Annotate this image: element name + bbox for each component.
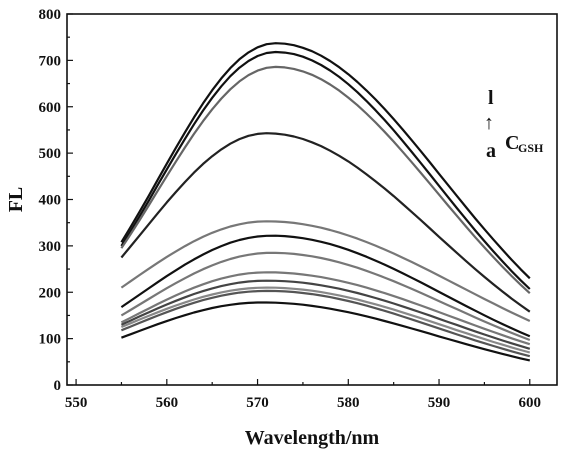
y-tick-label: 700 — [39, 53, 62, 69]
annotation-top-letter: l — [488, 87, 494, 109]
concentration-annotation: l ↑ a C GSH — [484, 87, 544, 162]
x-tick-label: 600 — [519, 395, 542, 411]
series-line-2 — [121, 52, 529, 289]
annotation-bottom-letter: a — [486, 140, 496, 162]
x-tick-label: 590 — [428, 395, 451, 411]
y-tick-label: 100 — [39, 332, 62, 348]
y-tick-label: 300 — [39, 239, 62, 255]
x-axis-title: Wavelength/nm — [245, 427, 380, 449]
y-tick-label: 400 — [39, 193, 62, 209]
series-line-12 — [121, 303, 529, 361]
y-tick-label: 200 — [39, 285, 62, 301]
x-tick-label: 580 — [337, 395, 360, 411]
y-tick-label: 800 — [39, 7, 62, 23]
annotation-subscript: GSH — [518, 141, 544, 155]
x-tick-label: 570 — [246, 395, 269, 411]
x-tick-label: 560 — [156, 395, 179, 411]
y-tick-label: 500 — [39, 146, 62, 162]
up-arrow-icon: ↑ — [484, 112, 494, 134]
y-tick-label: 600 — [39, 100, 62, 116]
x-tick-label: 550 — [65, 395, 88, 411]
series-lines — [121, 43, 529, 360]
y-tick-label: 0 — [54, 378, 62, 394]
y-axis-title: FL — [5, 187, 27, 213]
